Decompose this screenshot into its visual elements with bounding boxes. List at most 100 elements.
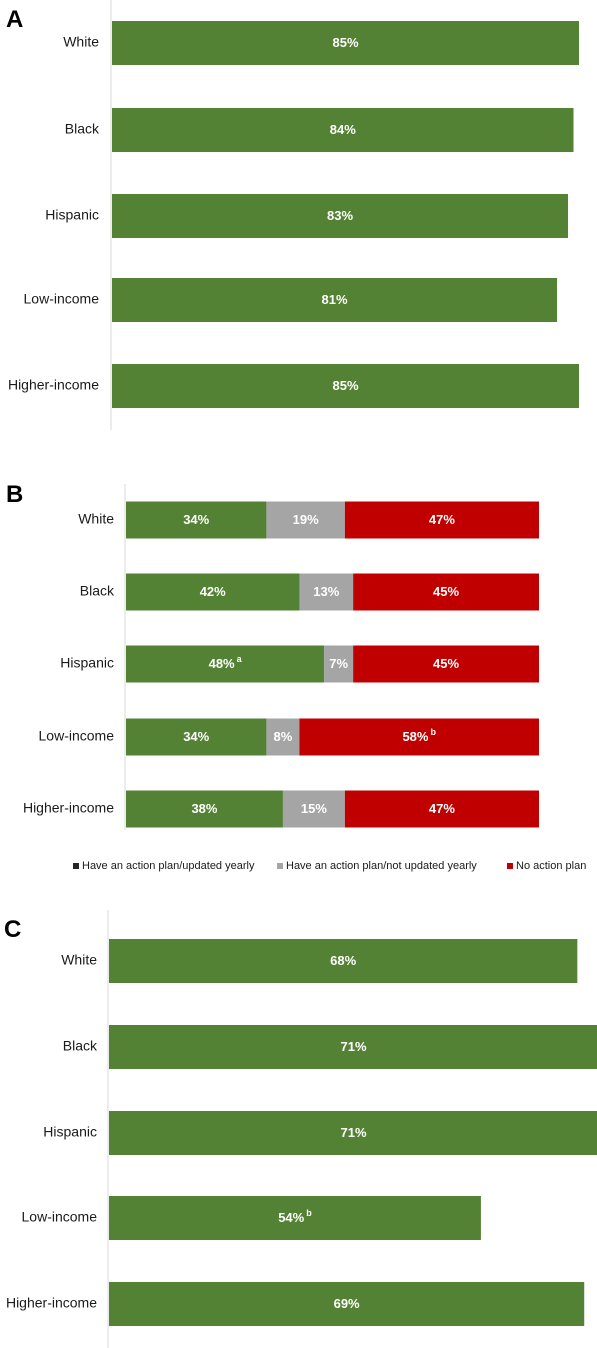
panel-b-data-label-superscript: b [430,727,436,737]
panel-c-category-label: Higher-income [6,1295,97,1311]
panel-a-data-label-text: 84% [330,122,356,137]
panel-b-bar-segment [353,573,539,611]
panel-b-data-label-text: 34% [183,729,209,744]
panel-b-data-label: 45% [433,656,459,671]
legend-swatch [507,863,513,869]
panel-c-data-label: 71% [340,1125,366,1140]
panel-b-category-label: Black [80,583,115,599]
panel-b-chart: B White 34% 19% 47% Black 42% 13% 45% Hispanic 48%… [6,481,586,872]
panel-b-bar-segment [344,790,539,828]
panel-a-bar [112,278,558,322]
panel-b-data-label-text: 15% [301,801,327,816]
panel-c-category-label: White [61,952,97,968]
panel-b-data-label-text: 19% [293,512,319,527]
panel-a-bar [112,108,574,152]
panel-c-bar [109,939,578,983]
panel-b-data-label: 48% a [209,654,243,671]
panel-b-data-label: 15% [301,801,327,816]
panel-b-bar-segment [266,501,345,539]
panel-c-data-label-text: 71% [340,1039,366,1054]
panel-c-data-label: 54% b [278,1208,312,1225]
panel-c-bar [109,1282,585,1326]
panel-b-data-label-text: 58% [402,729,428,744]
panel-c-data-label-superscript: b [306,1208,312,1218]
panel-a-data-label: 85% [332,378,358,393]
panel-b-bar-segment [126,718,267,756]
panel-b-data-label-text: 47% [429,512,455,527]
panel-b-bar-segment [282,790,345,828]
panel-c-data-label-text: 69% [334,1296,360,1311]
panel-c-label: C [4,916,21,943]
panel-b-data-label: 45% [433,584,459,599]
panel-b-category-label: Low-income [39,728,115,744]
panel-b-bar-segment [126,645,325,683]
panel-b-data-label-text: 48% [209,656,235,671]
panel-b-data-label-text: 45% [433,584,459,599]
panel-b-data-label-text: 34% [183,512,209,527]
panel-b-data-label-text: 47% [429,801,455,816]
panel-a-bar [112,364,579,408]
panel-c-category-label: Black [63,1038,98,1054]
panel-a-data-label-text: 85% [332,378,358,393]
panel-b-data-label: 19% [293,512,319,527]
panel-a-label: A [6,6,23,33]
panel-c-bar [109,1196,481,1240]
panel-a-category-label: Higher-income [8,377,99,393]
panel-a-data-label-text: 85% [332,35,358,50]
panel-b-bar-segment [266,718,300,756]
panel-b-data-label: 47% [429,512,455,527]
panel-b-data-label: 42% [200,584,226,599]
panel-b-data-label-text: 42% [200,584,226,599]
panel-b-bar-segment [299,718,539,756]
panel-b-data-label: 13% [313,584,339,599]
panel-b-bar-segment [344,501,539,539]
panel-c-data-label-text: 71% [340,1125,366,1140]
panel-a-data-label-text: 81% [321,292,347,307]
panel-a-data-label: 81% [321,292,347,307]
panel-b-data-label: 47% [429,801,455,816]
panel-c-category-label: Hispanic [43,1124,97,1140]
panel-c-data-label-text: 54% [278,1210,304,1225]
panel-b-data-label: 34% [183,512,209,527]
panel-b-data-label: 8% [274,729,293,744]
legend-swatch [73,863,79,869]
panel-c-chart: C White 68% Black 71% Hispanic 71% Low-income 54… [4,910,597,1348]
panel-a-chart: A White 85% Black 84% Hispanic 83% Low-income 81… [6,0,579,430]
panel-c-bar [109,1111,597,1155]
panel-b-bar-segment [126,790,283,828]
panel-b-bar-segment [126,573,300,611]
panel-c-bar [109,1025,597,1069]
panel-b-data-label-text: 45% [433,656,459,671]
panel-b-data-label-text: 13% [313,584,339,599]
panel-c-category-label: Low-income [22,1209,98,1225]
legend-label: Have an action plan/updated yearly [82,860,255,872]
panel-b-bar-segment [299,573,354,611]
panel-b-bar-segment [353,645,539,683]
panel-b-data-label-text: 8% [274,729,293,744]
panel-b-data-label: 38% [191,801,217,816]
panel-b-category-label: Hispanic [60,655,114,671]
panel-a-data-label-text: 83% [327,208,353,223]
panel-b-bar-segment [126,501,267,539]
panel-a-category-label: Low-income [24,291,100,307]
panel-c-data-label-text: 68% [330,953,356,968]
panel-a-data-label: 85% [332,35,358,50]
panel-c-data-label: 69% [334,1296,360,1311]
panel-b-label: B [6,481,23,508]
panel-a-category-label: Hispanic [45,207,99,223]
panel-a-bar [112,21,579,65]
legend-swatch [277,863,283,869]
panel-a-data-label: 84% [330,122,356,137]
legend-label: Have an action plan/not updated yearly [286,860,477,872]
panel-b-category-label: White [78,511,114,527]
panel-a-data-label: 83% [327,208,353,223]
panel-b-data-label-superscript: a [237,654,243,664]
panel-a-bar [112,194,569,238]
panel-a-category-label: White [63,34,99,50]
panel-b-bar-segment [324,645,354,683]
panel-b-data-label-text: 7% [329,656,348,671]
panel-c-data-label: 68% [330,953,356,968]
panel-c-data-label: 71% [340,1039,366,1054]
panel-b-category-label: Higher-income [23,800,114,816]
